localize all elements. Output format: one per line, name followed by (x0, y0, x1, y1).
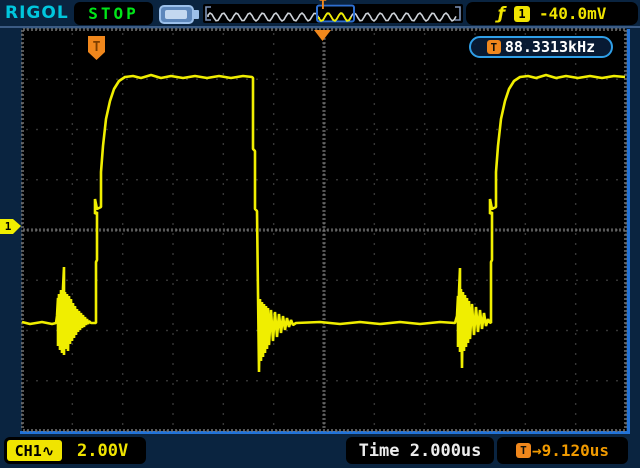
strip-right-bracket (455, 6, 461, 21)
brand-logo: RIGOL (5, 3, 69, 23)
frequency-value: 88.3313kHz (504, 38, 596, 56)
preview-trigger-position-label: T (319, 0, 327, 13)
channel1-label-badge: CH1∿ (7, 440, 62, 461)
top-bar-divider (0, 26, 640, 28)
trigger-offset-value: →9.120us (531, 441, 610, 460)
trigger-source-badge: 1 (513, 5, 530, 22)
channel1-level-marker: 1 (0, 219, 21, 234)
trigger-icon: T (486, 40, 501, 54)
run-status-badge: STOP (74, 2, 153, 25)
trigger-level-value: -40.0mV (538, 4, 607, 23)
svg-text:T: T (93, 40, 101, 55)
trigger-position-marker: T (88, 36, 105, 60)
preview-waveform (205, 4, 461, 23)
horizontal-preview-strip (203, 4, 463, 23)
bezel-right-edge (627, 29, 630, 434)
run-status-label: STOP (88, 4, 139, 23)
waveform-trace (21, 73, 626, 373)
trigger-icon: T (515, 443, 531, 458)
svg-text:1: 1 (5, 220, 12, 233)
frequency-counter-badge: T 88.3313kHz (469, 36, 613, 58)
edge-trigger-icon: ƒ (497, 3, 505, 24)
graticule-grid (21, 28, 627, 432)
bezel-bottom-edge (20, 431, 630, 434)
channel1-settings-badge: CH1∿ 2.00V (4, 437, 146, 464)
trigger-delay-marker (314, 30, 331, 41)
usb-storage-icon (159, 5, 199, 24)
top-status-bar: RIGOL STOP T ƒ 1 -40.0mV (0, 0, 640, 27)
channel1-scale-value: 2.00V (77, 440, 129, 461)
trigger-offset-badge: T →9.120us (497, 437, 628, 464)
trigger-settings-badge: ƒ 1 -40.0mV (466, 2, 638, 25)
preview-window-wave (318, 11, 352, 23)
timebase-badge: Time 2.000us (346, 437, 494, 464)
strip-left-bracket (205, 6, 211, 21)
